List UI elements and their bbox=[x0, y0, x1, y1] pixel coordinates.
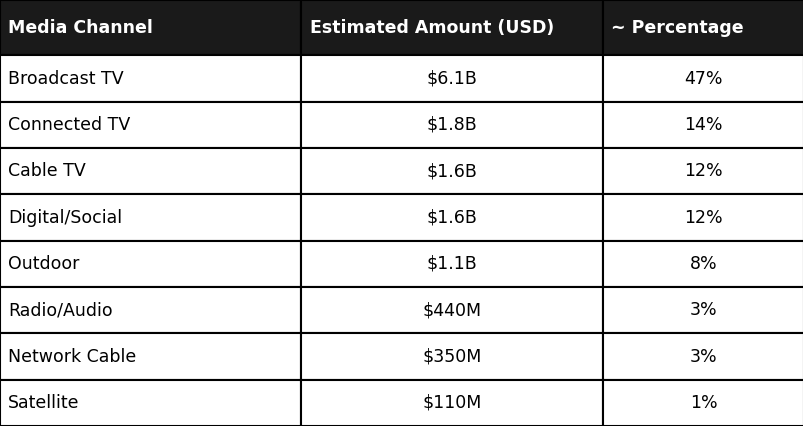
Text: $1.8B: $1.8B bbox=[426, 116, 477, 134]
Text: $1.1B: $1.1B bbox=[426, 255, 477, 273]
Bar bbox=[602, 55, 803, 102]
Bar bbox=[602, 241, 803, 287]
Bar bbox=[301, 102, 602, 148]
Bar bbox=[0, 287, 301, 333]
Text: 3%: 3% bbox=[689, 348, 716, 366]
Text: Broadcast TV: Broadcast TV bbox=[8, 69, 124, 88]
Bar bbox=[0, 102, 301, 148]
Bar bbox=[602, 102, 803, 148]
Bar bbox=[602, 194, 803, 241]
Bar bbox=[602, 148, 803, 194]
Text: Media Channel: Media Channel bbox=[8, 19, 153, 37]
Bar bbox=[301, 55, 602, 102]
Bar bbox=[301, 148, 602, 194]
Bar bbox=[602, 0, 803, 55]
Text: $6.1B: $6.1B bbox=[426, 69, 477, 88]
Text: 47%: 47% bbox=[683, 69, 722, 88]
Text: ~ Percentage: ~ Percentage bbox=[610, 19, 743, 37]
Text: Digital/Social: Digital/Social bbox=[8, 208, 122, 227]
Bar bbox=[301, 0, 602, 55]
Text: Cable TV: Cable TV bbox=[8, 162, 86, 180]
Text: Estimated Amount (USD): Estimated Amount (USD) bbox=[309, 19, 553, 37]
Bar bbox=[301, 241, 602, 287]
Text: $1.6B: $1.6B bbox=[426, 208, 477, 227]
Bar bbox=[0, 241, 301, 287]
Text: 1%: 1% bbox=[689, 394, 716, 412]
Text: 12%: 12% bbox=[683, 162, 722, 180]
Bar bbox=[602, 380, 803, 426]
Bar bbox=[602, 287, 803, 333]
Text: 14%: 14% bbox=[683, 116, 722, 134]
Text: Network Cable: Network Cable bbox=[8, 348, 137, 366]
Bar bbox=[0, 333, 301, 380]
Bar bbox=[0, 0, 301, 55]
Bar bbox=[301, 333, 602, 380]
Bar bbox=[0, 55, 301, 102]
Bar bbox=[301, 380, 602, 426]
Bar bbox=[0, 194, 301, 241]
Text: Satellite: Satellite bbox=[8, 394, 79, 412]
Text: 3%: 3% bbox=[689, 301, 716, 319]
Text: Radio/Audio: Radio/Audio bbox=[8, 301, 112, 319]
Bar bbox=[301, 287, 602, 333]
Bar bbox=[602, 333, 803, 380]
Bar bbox=[0, 148, 301, 194]
Text: $350M: $350M bbox=[422, 348, 481, 366]
Bar bbox=[301, 194, 602, 241]
Text: Connected TV: Connected TV bbox=[8, 116, 130, 134]
Text: $1.6B: $1.6B bbox=[426, 162, 477, 180]
Text: 12%: 12% bbox=[683, 208, 722, 227]
Text: Outdoor: Outdoor bbox=[8, 255, 79, 273]
Bar bbox=[0, 380, 301, 426]
Text: $440M: $440M bbox=[422, 301, 481, 319]
Text: $110M: $110M bbox=[422, 394, 481, 412]
Text: 8%: 8% bbox=[689, 255, 716, 273]
